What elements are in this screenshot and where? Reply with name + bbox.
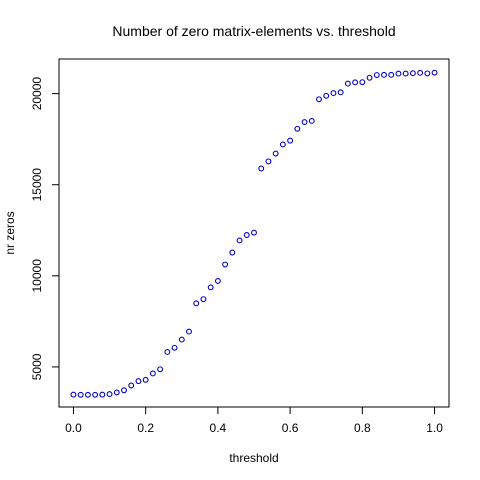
data-point (301, 119, 308, 125)
x-tick-label: 0.6 (282, 421, 299, 435)
data-point (229, 249, 236, 256)
data-point (330, 90, 337, 97)
data-point (258, 165, 265, 172)
x-tick-label: 1.0 (426, 421, 443, 435)
data-point (344, 80, 351, 87)
data-point (157, 366, 164, 373)
x-axis: 0.0 0.2 0.4 0.6 0.8 1.0 (65, 406, 443, 435)
data-point (106, 391, 113, 398)
data-point (207, 284, 214, 291)
x-tick-label: 0.2 (137, 421, 154, 435)
data-point (359, 79, 366, 86)
data-point (178, 336, 185, 343)
plot-frame (58, 58, 450, 408)
data-point (388, 71, 395, 78)
data-point (323, 92, 330, 99)
data-point (149, 370, 156, 377)
data-point (417, 69, 424, 76)
data-point (424, 70, 431, 77)
data-point (316, 96, 322, 103)
data-point (251, 229, 257, 236)
data-point (92, 391, 99, 398)
y-axis-label: nr zeros (3, 211, 17, 254)
data-point (265, 158, 272, 165)
x-tick-label: 0.0 (65, 421, 82, 435)
data-point (121, 387, 127, 394)
data-point (70, 391, 77, 398)
data-point (373, 72, 380, 78)
y-tick-label: 20000 (30, 77, 44, 111)
x-axis-label: threshold (229, 451, 278, 465)
data-point (272, 150, 279, 157)
data-point (84, 391, 91, 398)
data-point (366, 74, 373, 81)
data-point (409, 70, 416, 77)
data-point (287, 137, 294, 144)
data-point (308, 117, 315, 124)
data-point (142, 376, 149, 383)
y-tick-label: 10000 (30, 259, 44, 293)
data-point (99, 391, 106, 398)
data-point (243, 232, 250, 238)
x-tick-label: 0.4 (210, 421, 227, 435)
data-points (70, 69, 438, 398)
y-tick-label: 5000 (30, 353, 44, 380)
data-point (186, 328, 192, 335)
data-point (279, 141, 286, 148)
data-point (337, 89, 344, 96)
data-point (222, 261, 229, 268)
y-axis: 5000 10000 15000 20000 (30, 77, 60, 380)
data-point (193, 300, 200, 307)
data-point (171, 344, 178, 351)
data-point (214, 277, 221, 284)
data-point (294, 125, 301, 132)
data-point (113, 389, 120, 396)
data-point (200, 296, 207, 303)
data-point (402, 70, 409, 77)
data-point (164, 349, 171, 355)
x-tick-label: 0.8 (354, 421, 371, 435)
chart-title: Number of zero matrix-elements vs. thres… (112, 23, 395, 39)
data-point (135, 378, 142, 385)
data-point (77, 391, 84, 398)
data-point (352, 79, 359, 86)
data-point (431, 69, 438, 76)
data-point (236, 237, 243, 244)
data-point (395, 70, 402, 77)
data-point (128, 382, 135, 389)
data-point (381, 71, 387, 78)
y-tick-label: 15000 (30, 168, 44, 202)
